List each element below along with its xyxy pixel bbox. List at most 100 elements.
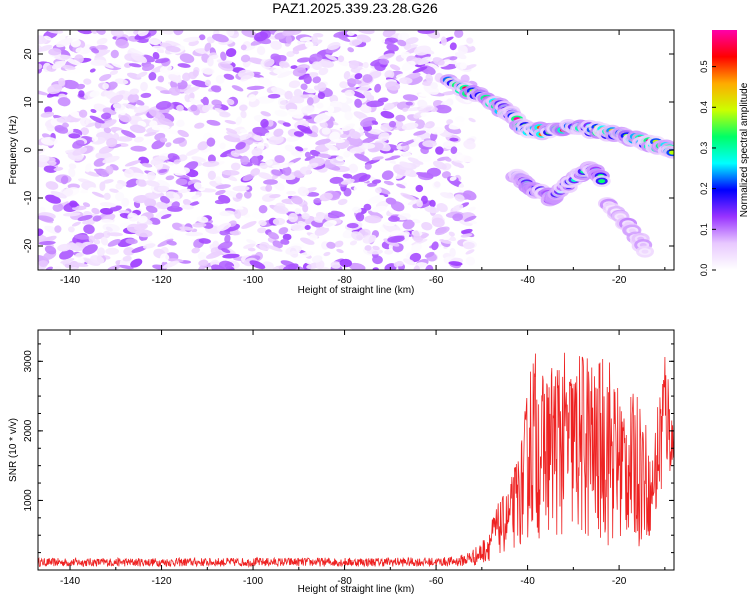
heatmap-cell [162,260,179,269]
heatmap-cell [322,72,338,80]
heatmap-cell [92,215,102,222]
colorbar: 0.0 0.1 0.2 0.3 0.4 0.5 Normalized spectral a… [699,30,750,276]
heatmap-cell [417,154,432,163]
heatmap-cell [145,192,160,199]
heatmap-cell [381,170,394,180]
heatmap-cell [413,265,420,270]
heatmap-cell [340,133,347,138]
heatmap-cell [250,168,261,176]
heatmap-cell [271,87,287,96]
heatmap-cell [429,199,436,208]
heatmap-cell [52,203,64,212]
chart-title: PAZ1.2025.339.23.28.G26 [272,0,438,16]
heatmap-cell [91,136,99,142]
heatmap-cell [387,37,399,43]
heatmap-cell [221,169,240,176]
heatmap-cell [176,104,184,112]
heatmap-cell [338,95,347,103]
heatmap-cell [360,136,377,145]
heatmap-cell [260,111,271,117]
heatmap-cell [349,146,366,154]
heatmap-cell [225,128,238,134]
heatmap-cell [367,194,385,204]
snr-series-line [38,352,674,568]
heatmap-cell [326,241,336,249]
heatmap-cell [102,230,111,239]
heatmap-cell [165,45,181,53]
heatmap-cell [337,198,348,206]
heatmap-cell [90,255,105,264]
heatmap-cell [242,173,255,182]
heatmap-cell [353,183,369,192]
heatmap-cell [103,126,112,134]
heatmap-cell [38,44,53,52]
heatmap-cell [381,162,397,168]
heatmap-cell [72,140,85,149]
heatmap-cell [205,251,223,259]
heatmap-cell [364,245,372,251]
heatmap-cell [61,64,76,70]
heatmap-cell [173,167,191,176]
heatmap-cell [318,67,329,76]
y-tick-label: 10 [23,96,34,108]
heatmap-cell [425,73,434,83]
heatmap-cell [166,205,183,212]
heatmap-cell [148,109,166,120]
heatmap-cell [40,111,55,118]
heatmap-cell [401,60,416,71]
heatmap-cell [432,57,445,66]
heatmap-cell [406,106,425,112]
heatmap-cell [405,37,419,45]
heatmap-cell [290,30,302,36]
heatmap-cell [78,90,85,98]
heatmap-cell [202,161,220,167]
heatmap-cell [431,241,439,251]
heatmap-cell [173,159,181,165]
heatmap-cell [215,74,225,84]
heatmap-cell [96,30,106,35]
heatmap-cell [316,102,324,109]
heatmap-cell [191,156,207,163]
heatmap-cell [462,64,477,71]
heatmap-cell [38,240,56,246]
heatmap-cell [182,199,192,206]
heatmap-cell [116,136,133,142]
heatmap-cell [420,195,428,204]
heatmap-cell [317,91,326,100]
heatmap-cell [388,215,400,222]
heatmap-cell [154,58,170,64]
heatmap-cell [167,153,180,162]
heatmap-cell [134,105,150,113]
heatmap-cell [239,128,248,134]
heatmap-cell [282,122,291,127]
heatmap-cell [242,45,256,52]
y-tick-label: -10 [23,190,34,205]
heatmap-cell [114,78,129,85]
heatmap-cell [240,44,247,51]
heatmap-cell [172,137,185,144]
heatmap-cell [43,35,53,41]
heatmap-cell [253,135,262,142]
heatmap-cell [322,220,337,228]
heatmap-cell [273,150,284,156]
heatmap-cell [458,181,474,191]
y-tick-label: 0 [23,147,34,153]
heatmap-cell [332,138,345,144]
heatmap-cell [121,129,136,138]
heatmap-cell [286,136,300,142]
heatmap-cell [95,44,108,50]
heatmap-cell [383,180,394,186]
heatmap-cell [272,240,283,249]
heatmap-cell [159,137,168,143]
heatmap-cell [422,140,437,148]
heatmap-cell [70,266,79,270]
heatmap-cell [331,210,346,217]
heatmap-cell [405,101,413,106]
heatmap-cell [99,181,106,192]
heatmap-cell [413,230,420,240]
heatmap-cell [218,260,233,270]
heatmap-cell [204,42,212,52]
heatmap-cell [168,87,181,96]
heatmap-cell [105,247,119,255]
heatmap-cell [424,251,435,258]
